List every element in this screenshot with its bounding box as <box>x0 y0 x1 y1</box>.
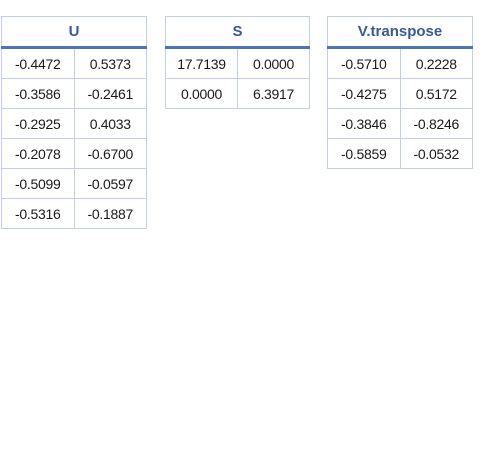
table-cell: -0.1887 <box>73 198 147 229</box>
table-row: -0.5859 -0.0532 <box>327 138 473 169</box>
matrix-s-title: S <box>165 16 310 49</box>
table-cell: 17.7139 <box>165 47 238 79</box>
table-cell: -0.0532 <box>399 138 473 169</box>
matrix-s-table: S 17.7139 0.0000 0.0000 6.3917 <box>165 16 310 109</box>
table-cell: 0.5172 <box>399 78 473 109</box>
table-row: -0.4275 0.5172 <box>327 78 473 109</box>
table-cell: -0.5859 <box>327 138 401 169</box>
table-row: 17.7139 0.0000 <box>165 47 310 79</box>
table-cell: -0.5710 <box>327 47 401 79</box>
table-cell: 0.2228 <box>399 47 473 79</box>
table-row: -0.3846 -0.8246 <box>327 108 473 139</box>
table-row: 0.0000 6.3917 <box>165 78 310 109</box>
table-cell: 6.3917 <box>237 78 310 109</box>
table-cell: -0.4472 <box>1 47 75 79</box>
table-row: -0.5316 -0.1887 <box>1 198 147 229</box>
table-cell: -0.6700 <box>73 138 147 169</box>
table-cell: -0.2078 <box>1 138 75 169</box>
table-row: -0.3586 -0.2461 <box>1 78 147 109</box>
table-cell: 0.5373 <box>73 47 147 79</box>
table-cell: 0.0000 <box>237 47 310 79</box>
matrix-u-title: U <box>1 16 147 49</box>
table-cell: -0.5316 <box>1 198 75 229</box>
table-cell: -0.3846 <box>327 108 401 139</box>
table-row: -0.2078 -0.6700 <box>1 138 147 169</box>
table-cell: -0.5099 <box>1 168 75 199</box>
table-cell: -0.3586 <box>1 78 75 109</box>
table-row: -0.5710 0.2228 <box>327 47 473 79</box>
table-row: -0.2925 0.4033 <box>1 108 147 139</box>
table-cell: -0.8246 <box>399 108 473 139</box>
table-row: -0.4472 0.5373 <box>1 47 147 79</box>
table-cell: -0.2925 <box>1 108 75 139</box>
table-row: -0.5099 -0.0597 <box>1 168 147 199</box>
table-cell: 0.0000 <box>165 78 238 109</box>
table-cell: -0.2461 <box>73 78 147 109</box>
matrix-v-transpose-table: V.transpose -0.5710 0.2228 -0.4275 0.517… <box>327 16 473 169</box>
table-cell: -0.4275 <box>327 78 401 109</box>
table-cell: 0.4033 <box>73 108 147 139</box>
matrix-u-table: U -0.4472 0.5373 -0.3586 -0.2461 -0.2925… <box>1 16 147 229</box>
table-cell: -0.0597 <box>73 168 147 199</box>
matrix-v-transpose-title: V.transpose <box>327 16 473 49</box>
